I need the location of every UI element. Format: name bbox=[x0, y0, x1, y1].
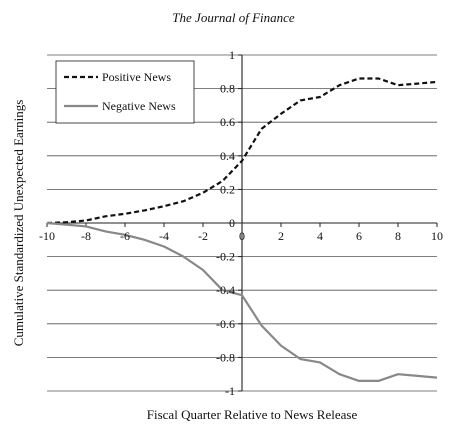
x-tick-label: 6 bbox=[356, 229, 362, 243]
x-tick-label: 2 bbox=[278, 229, 284, 243]
y-tick-label: 0 bbox=[229, 216, 235, 230]
x-tick-label: 8 bbox=[395, 229, 401, 243]
y-tick-label: -0.2 bbox=[216, 250, 235, 264]
x-axis-label: Fiscal Quarter Relative to News Release bbox=[147, 407, 358, 422]
legend-box bbox=[55, 60, 195, 124]
x-tick-label: -2 bbox=[198, 229, 208, 243]
tick-labels: -10 -8 -6 -4 -2 0 2 4 6 8 10 -1 -0.8 -0.6 -0.4 -0.2 0 0.2… bbox=[39, 48, 443, 398]
y-axis-label: Cumulative Standardized Unexpected Earni… bbox=[11, 100, 26, 347]
series-line-negative-news bbox=[46, 221, 438, 382]
y-tick-label: -0.8 bbox=[216, 350, 235, 364]
y-tick-label: 0.6 bbox=[220, 115, 235, 129]
legend-label: Positive News bbox=[102, 70, 171, 84]
y-tick-label: 1 bbox=[229, 48, 235, 62]
x-tick-label: -10 bbox=[39, 229, 55, 243]
y-tick-label: -1 bbox=[225, 384, 235, 398]
x-tick-label: 0 bbox=[239, 229, 245, 243]
x-tick-label: 10 bbox=[431, 229, 443, 243]
series-line-positive-news bbox=[46, 77, 438, 225]
journal-header: The Journal of Finance bbox=[172, 10, 295, 25]
x-tick-label: -6 bbox=[120, 229, 130, 243]
y-tick-label: -0.4 bbox=[216, 283, 235, 297]
y-tick-label: 0.4 bbox=[220, 149, 235, 163]
y-tick-label: -0.6 bbox=[216, 317, 235, 331]
y-tick-label: 0.2 bbox=[220, 182, 235, 196]
series-lines bbox=[46, 77, 438, 382]
y-tick-label: 0.8 bbox=[220, 82, 235, 96]
x-tick-label: 4 bbox=[317, 229, 323, 243]
x-tick-label: -4 bbox=[159, 229, 169, 243]
legend: Positive News Negative News bbox=[55, 60, 195, 124]
legend-label: Negative News bbox=[102, 99, 176, 113]
x-tick-label: -8 bbox=[81, 229, 91, 243]
